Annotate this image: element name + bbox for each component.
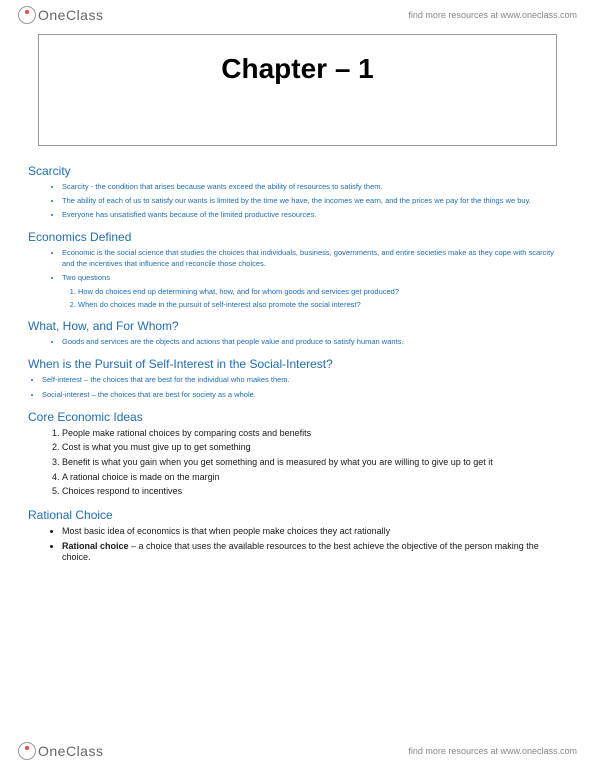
list-rational: Most basic idea of economics is that whe… — [62, 526, 567, 564]
heading-core-ideas: Core Economic Ideas — [28, 410, 567, 424]
list-item: Goods and services are the objects and a… — [62, 337, 567, 347]
page-footer: OneClass find more resources at www.onec… — [0, 736, 595, 766]
list-item: Social-interest – the choices that are b… — [42, 390, 567, 400]
heading-economics-defined: Economics Defined — [28, 230, 567, 244]
list-item: How do choices end up determining what, … — [78, 287, 567, 297]
list-what-how: Goods and services are the objects and a… — [62, 337, 567, 347]
brand-name-footer: OneClass — [38, 743, 103, 759]
list-item: A rational choice is made on the margin — [62, 472, 567, 484]
list-item: Self-interest – the choices that are bes… — [42, 375, 567, 385]
logo-icon — [18, 742, 36, 760]
brand-logo: OneClass — [18, 6, 103, 24]
list-item: Economic is the social science that stud… — [62, 248, 567, 268]
document-content: Chapter – 1 Scarcity Scarcity - the cond… — [0, 34, 595, 571]
list-item: Two questions — [62, 273, 567, 283]
bold-term: Rational choice — [62, 541, 129, 551]
brand-name: OneClass — [38, 7, 103, 23]
footer-tagline: find more resources at www.oneclass.com — [408, 746, 577, 756]
list-two-questions: How do choices end up determining what, … — [78, 287, 567, 310]
page-header: OneClass find more resources at www.onec… — [0, 0, 595, 30]
heading-scarcity: Scarcity — [28, 164, 567, 178]
heading-self-interest: When is the Pursuit of Self-Interest in … — [28, 357, 567, 371]
list-item: People make rational choices by comparin… — [62, 428, 567, 440]
list-item: Most basic idea of economics is that whe… — [62, 526, 567, 538]
list-scarcity: Scarcity - the condition that arises bec… — [62, 182, 567, 220]
term-definition: – a choice that uses the available resou… — [62, 541, 539, 563]
brand-logo-footer: OneClass — [18, 742, 103, 760]
header-tagline: find more resources at www.oneclass.com — [408, 10, 577, 20]
list-item: The ability of each of us to satisfy our… — [62, 196, 567, 206]
list-self-interest: Self-interest – the choices that are bes… — [42, 375, 567, 399]
list-item: Benefit is what you gain when you get so… — [62, 457, 567, 469]
logo-icon — [18, 6, 36, 24]
list-item: Choices respond to incentives — [62, 486, 567, 498]
list-item: Everyone has unsatisfied wants because o… — [62, 210, 567, 220]
chapter-title: Chapter – 1 — [39, 53, 556, 85]
list-item: When do choices made in the pursuit of s… — [78, 300, 567, 310]
heading-what-how: What, How, and For Whom? — [28, 319, 567, 333]
chapter-title-box: Chapter – 1 — [38, 34, 557, 146]
list-core-ideas: People make rational choices by comparin… — [62, 428, 567, 498]
list-item: Cost is what you must give up to get som… — [62, 442, 567, 454]
list-econ-defined: Economic is the social science that stud… — [62, 248, 567, 282]
list-item: Scarcity - the condition that arises bec… — [62, 182, 567, 192]
heading-rational-choice: Rational Choice — [28, 508, 567, 522]
list-item: Rational choice – a choice that uses the… — [62, 541, 567, 564]
